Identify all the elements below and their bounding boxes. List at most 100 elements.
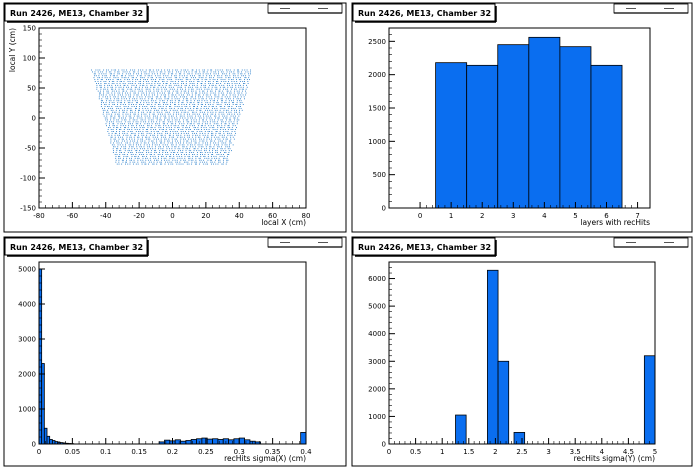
scatter-point	[119, 89, 120, 90]
scatter-point	[133, 164, 134, 165]
scatter-point	[185, 112, 186, 113]
scatter-point	[226, 139, 227, 140]
scatter-point	[146, 102, 147, 103]
scatter-point	[202, 77, 203, 78]
scatter-point	[181, 70, 182, 71]
scatter-point	[237, 121, 238, 122]
scatter-point	[180, 96, 181, 97]
scatter-point	[126, 112, 127, 113]
scatter-point	[189, 127, 190, 128]
scatter-point	[191, 164, 192, 165]
scatter-point	[109, 114, 110, 115]
scatter-point	[108, 129, 109, 130]
scatter-point	[228, 91, 229, 92]
scatter-point	[200, 87, 201, 88]
scatter-point	[206, 141, 207, 142]
scatter-point	[231, 150, 232, 151]
scatter-point	[122, 131, 123, 132]
scatter-point	[104, 110, 105, 111]
scatter-point	[112, 89, 113, 90]
scatter-point	[139, 89, 140, 90]
scatter-point	[210, 104, 211, 105]
scatter-point	[113, 77, 114, 78]
scatter-point	[136, 146, 137, 147]
scatter-point	[120, 106, 121, 107]
scatter-point	[141, 162, 142, 163]
scatter-point	[240, 77, 241, 78]
scatter-point	[103, 102, 104, 103]
scatter-point	[158, 70, 159, 71]
scatter-point	[121, 164, 122, 165]
scatter-point	[169, 112, 170, 113]
scatter-point	[169, 158, 170, 159]
scatter-point	[164, 110, 165, 111]
scatter-point	[132, 152, 133, 153]
scatter-point	[202, 152, 203, 153]
scatter-point	[163, 79, 164, 80]
scatter-point	[185, 160, 186, 161]
scatter-point	[159, 77, 160, 78]
scatter-point	[201, 125, 202, 126]
scatter-point	[204, 100, 205, 101]
scatter-point	[120, 108, 121, 109]
scatter-point	[169, 116, 170, 117]
scatter-point	[203, 143, 204, 144]
scatter-point	[102, 100, 103, 101]
scatter-point	[204, 162, 205, 163]
scatter-point	[200, 152, 201, 153]
scatter-point	[126, 106, 127, 107]
scatter-point	[233, 144, 234, 145]
scatter-point	[185, 91, 186, 92]
scatter-point	[119, 133, 120, 134]
scatter-point	[178, 104, 179, 105]
scatter-point	[135, 89, 136, 90]
scatter-point	[197, 100, 198, 101]
scatter-point	[106, 116, 107, 117]
scatter-point	[180, 118, 181, 119]
scatter-point	[186, 154, 187, 155]
scatter-point	[143, 85, 144, 86]
scatter-point	[135, 108, 136, 109]
scatter-point	[223, 118, 224, 119]
scatter-point	[123, 146, 124, 147]
scatter-point	[124, 131, 125, 132]
scatter-point	[114, 118, 115, 119]
scatter-point	[146, 93, 147, 94]
scatter-point	[142, 148, 143, 149]
scatter-point	[246, 77, 247, 78]
scatter-point	[172, 121, 173, 122]
scatter-point	[199, 164, 200, 165]
scatter-point	[218, 71, 219, 72]
scatter-point	[130, 95, 131, 96]
scatter-point	[158, 154, 159, 155]
scatter-point	[176, 85, 177, 86]
scatter-point	[219, 160, 220, 161]
scatter-point	[201, 148, 202, 149]
scatter-point	[217, 81, 218, 82]
scatter-point	[228, 108, 229, 109]
scatter-point	[178, 71, 179, 72]
scatter-point	[122, 139, 123, 140]
scatter-point	[204, 129, 205, 130]
scatter-point	[181, 133, 182, 134]
scatter-point	[232, 102, 233, 103]
scatter-point	[163, 146, 164, 147]
scatter-point	[229, 123, 230, 124]
scatter-point	[163, 87, 164, 88]
scatter-point	[106, 98, 107, 99]
scatter-point	[130, 141, 131, 142]
scatter-point	[190, 146, 191, 147]
scatter-point	[184, 93, 185, 94]
scatter-point	[169, 160, 170, 161]
scatter-point	[146, 110, 147, 111]
scatter-point	[161, 112, 162, 113]
scatter-point	[132, 123, 133, 124]
scatter-point	[106, 112, 107, 113]
scatter-point	[197, 156, 198, 157]
scatter-point	[220, 131, 221, 132]
x-axis-label: recHits sigma(X) (cm)	[224, 454, 306, 463]
scatter-point	[159, 144, 160, 145]
scatter-point	[225, 118, 226, 119]
scatter-point	[191, 131, 192, 132]
scatter-point	[174, 152, 175, 153]
